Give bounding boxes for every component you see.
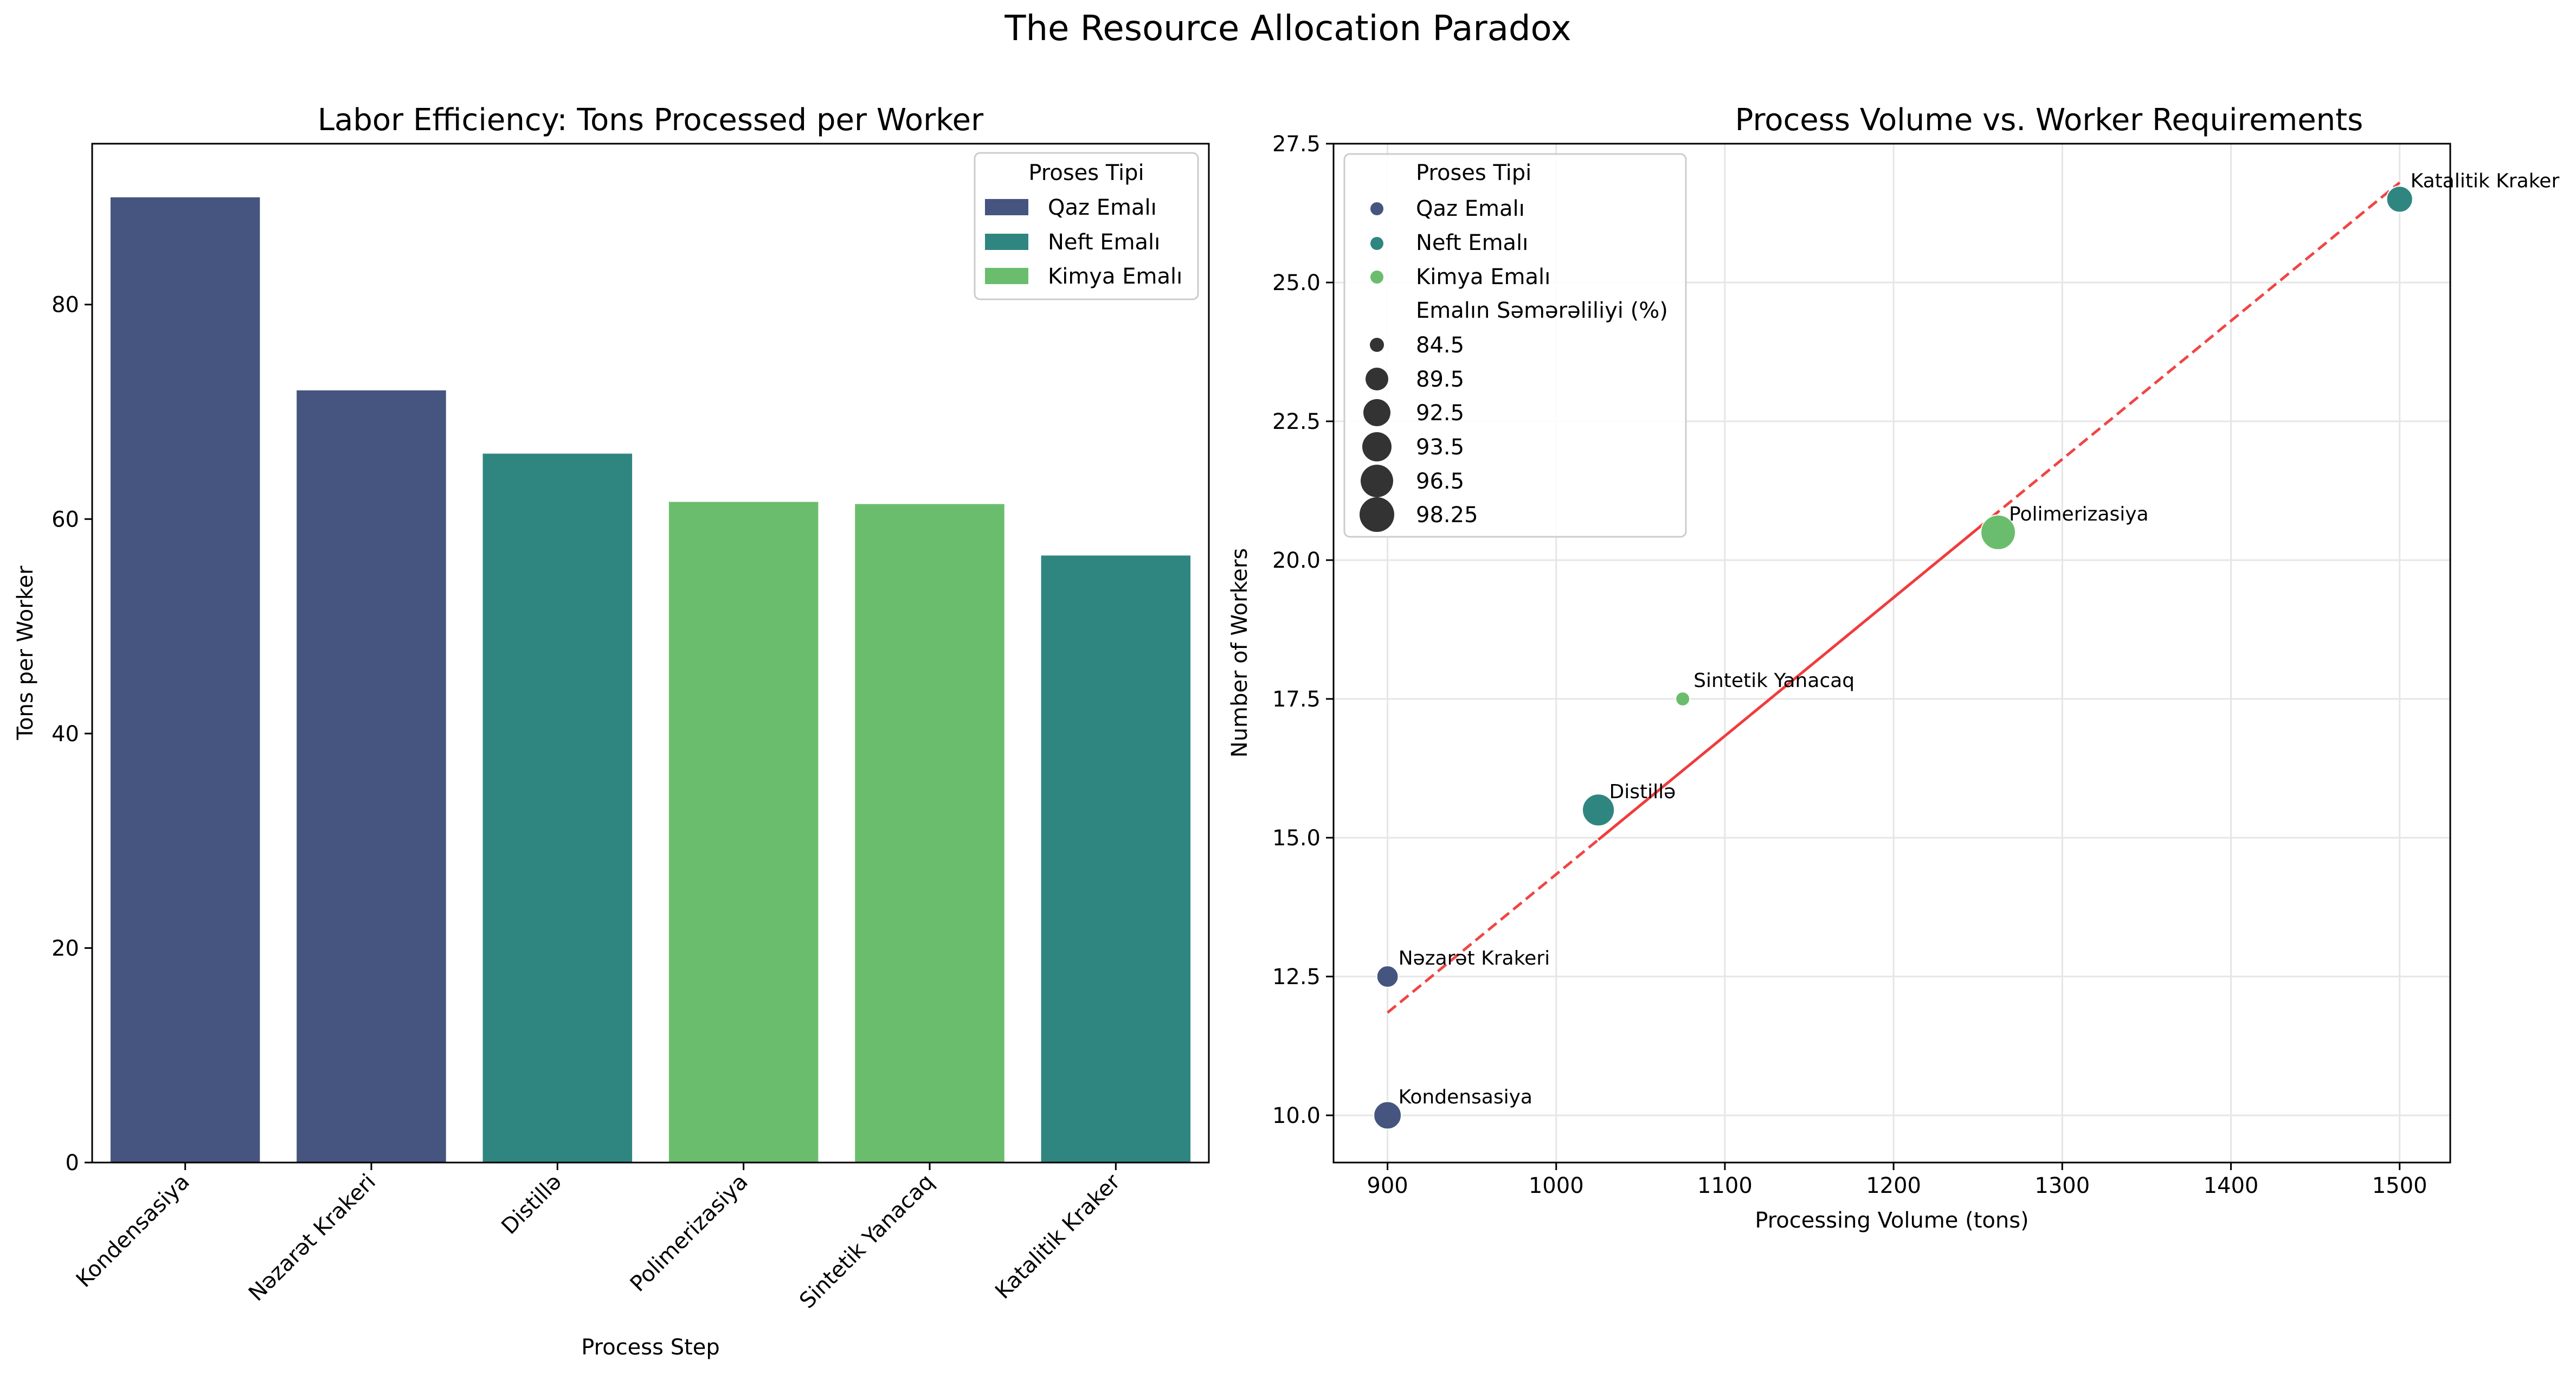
bar-legend-label-qaz: Qaz Emalı	[1048, 195, 1157, 220]
scatter-legend-label-kimya: Kimya Emalı	[1416, 265, 1550, 290]
scatter-legend-size-label-3: 92.5	[1416, 401, 1464, 426]
bar-y-tick-label-5: 80	[51, 293, 79, 318]
scatter-legend-size-label-6: 98.25	[1416, 503, 1478, 528]
scatter-legend-size-marker-1	[1370, 338, 1384, 352]
scatter-y-tick-label-1: 10.0	[1272, 1103, 1321, 1128]
bar-1	[110, 197, 260, 1163]
scatter-point-label-2: Nəzarət Krakeri	[1399, 947, 1550, 969]
bar-y-tick-label-1: 0	[66, 1151, 79, 1176]
scatter-legend-marker-kimya	[1370, 271, 1383, 284]
trend-line-solid	[1597, 510, 1999, 841]
scatter-point-2	[1376, 965, 1399, 988]
scatter-legend-label-qaz: Qaz Emalı	[1416, 196, 1525, 221]
scatter-x-axis: 900 1000 1100 1200 1300 1400 1500	[1367, 1163, 2427, 1198]
bar-plot-frame	[91, 143, 1210, 1164]
scatter-x-tick-label-4: 1200	[1866, 1173, 1921, 1198]
scatter-legend-size-marker-4	[1362, 432, 1392, 461]
scatter-point-label-6: Katalitik Kraker	[2411, 170, 2560, 192]
scatter-x-tick-label-2: 1000	[1529, 1173, 1584, 1198]
scatter-x-tick-label-1: 900	[1367, 1173, 1408, 1198]
scatter-legend-size-marker-2	[1366, 368, 1388, 390]
scatter-legend-marker-neft	[1370, 237, 1383, 250]
bar-legend-swatch-neft	[985, 234, 1028, 250]
figure-title: The Resource Allocation Paradox	[1004, 9, 1571, 49]
bar-4	[668, 502, 819, 1163]
scatter-y-tick-label-6: 22.5	[1272, 409, 1321, 434]
scatter-y-tick-label-8: 27.5	[1272, 132, 1321, 157]
scatter-y-tick-label-5: 20.0	[1272, 548, 1321, 573]
scatter-legend-size-marker-6	[1360, 497, 1394, 532]
scatter-legend-marker-qaz	[1370, 202, 1383, 215]
scatter-trend-line	[1386, 181, 2401, 1014]
scatter-y-axis-label: Number of Workers	[1227, 548, 1252, 757]
bar-series	[110, 197, 1191, 1163]
scatter-point-label-5: Polimerizasiya	[2009, 503, 2149, 525]
scatter-point-5	[1980, 514, 2017, 550]
scatter-legend-size-label-4: 93.5	[1416, 435, 1464, 460]
bar-legend-swatch-kimya	[985, 268, 1028, 284]
scatter-y-tick-label-7: 25.0	[1272, 271, 1321, 296]
scatter-x-axis-label: Processing Volume (tons)	[1755, 1208, 2028, 1233]
bar-legend-label-kimya: Kimya Emalı	[1048, 264, 1182, 289]
scatter-legend-size-marker-5	[1361, 465, 1393, 497]
scatter-point-6	[2386, 185, 2413, 213]
scatter-grid	[1334, 143, 2450, 1163]
bar-legend-frame	[974, 152, 1199, 300]
scatter-legend-size-title: Emalın Səmərəliliyi (%)	[1416, 298, 1668, 323]
bar-legend-swatch-qaz	[985, 199, 1028, 215]
bar-legend: Proses Tipi Qaz Emalı Neft Emalı Kimya E…	[974, 152, 1199, 300]
scatter-y-tick-label-2: 12.5	[1272, 965, 1321, 990]
scatter-legend-size-marker-3	[1363, 399, 1390, 426]
scatter-legend-size-label-1: 84.5	[1416, 333, 1464, 358]
scatter-point-label-4: Sintetik Yanacaq	[1693, 670, 1854, 692]
scatter-y-tick-label-3: 15.0	[1272, 826, 1321, 851]
bar-chart-title: Labor Efficiency: Tons Processed per Wor…	[318, 102, 984, 138]
bar-y-tick-label-2: 20	[51, 936, 79, 961]
scatter-x-tick-label-7: 1500	[2372, 1173, 2427, 1198]
bar-legend-title: Proses Tipi	[1028, 160, 1144, 185]
scatter-legend-hue-title: Proses Tipi	[1416, 160, 1531, 185]
scatter-series: Kondensasiya Nəzarət Krakeri Distillə Sinte…	[1373, 170, 2560, 1130]
scatter-point-label-1: Kondensasiya	[1399, 1086, 1532, 1108]
scatter-x-tick-label-6: 1400	[2204, 1173, 2259, 1198]
scatter-plot-frame	[1332, 143, 2451, 1164]
bar-y-tick-label-4: 60	[51, 507, 79, 532]
scatter-legend-label-neft: Neft Emalı	[1416, 230, 1528, 255]
scatter-chart-panel: Process Volume vs. Worker Requirements K…	[1227, 102, 2559, 1233]
scatter-point-4	[1675, 691, 1691, 707]
scatter-legend-size-label-5: 96.5	[1416, 469, 1464, 494]
scatter-x-tick-label-3: 1100	[1697, 1173, 1753, 1198]
scatter-point-3	[1581, 793, 1615, 827]
bar-chart-panel: Labor Efficiency: Tons Processed per Wor…	[13, 102, 1210, 1360]
scatter-legend: Proses Tipi Qaz Emalı Neft Emalı Kimya E…	[1343, 153, 1687, 538]
scatter-legend-size-label-2: 89.5	[1416, 367, 1464, 392]
bar-5	[855, 504, 1004, 1163]
bar-y-tick-label-3: 40	[51, 722, 79, 747]
bar-3	[482, 453, 633, 1163]
bar-x-axis-label: Process Step	[581, 1335, 720, 1360]
scatter-legend-frame	[1343, 153, 1687, 538]
bar-y-axis-label: Tons per Worker	[13, 566, 38, 741]
bar-legend-label-neft: Neft Emalı	[1048, 230, 1160, 255]
scatter-x-tick-label-5: 1300	[2034, 1173, 2090, 1198]
scatter-point-1	[1373, 1101, 1402, 1130]
scatter-y-axis: 10.0 12.5 15.0 17.5 20.0 22.5 25.0 27.5	[1272, 132, 1334, 1128]
scatter-point-label-3: Distillə	[1609, 781, 1676, 803]
scatter-chart-title: Process Volume vs. Worker Requirements	[1735, 102, 2364, 138]
bar-2	[297, 390, 446, 1163]
scatter-y-tick-label-4: 17.5	[1272, 687, 1321, 712]
bar-y-axis: 0 20 40 60 80	[51, 293, 92, 1176]
bar-6	[1041, 555, 1191, 1163]
